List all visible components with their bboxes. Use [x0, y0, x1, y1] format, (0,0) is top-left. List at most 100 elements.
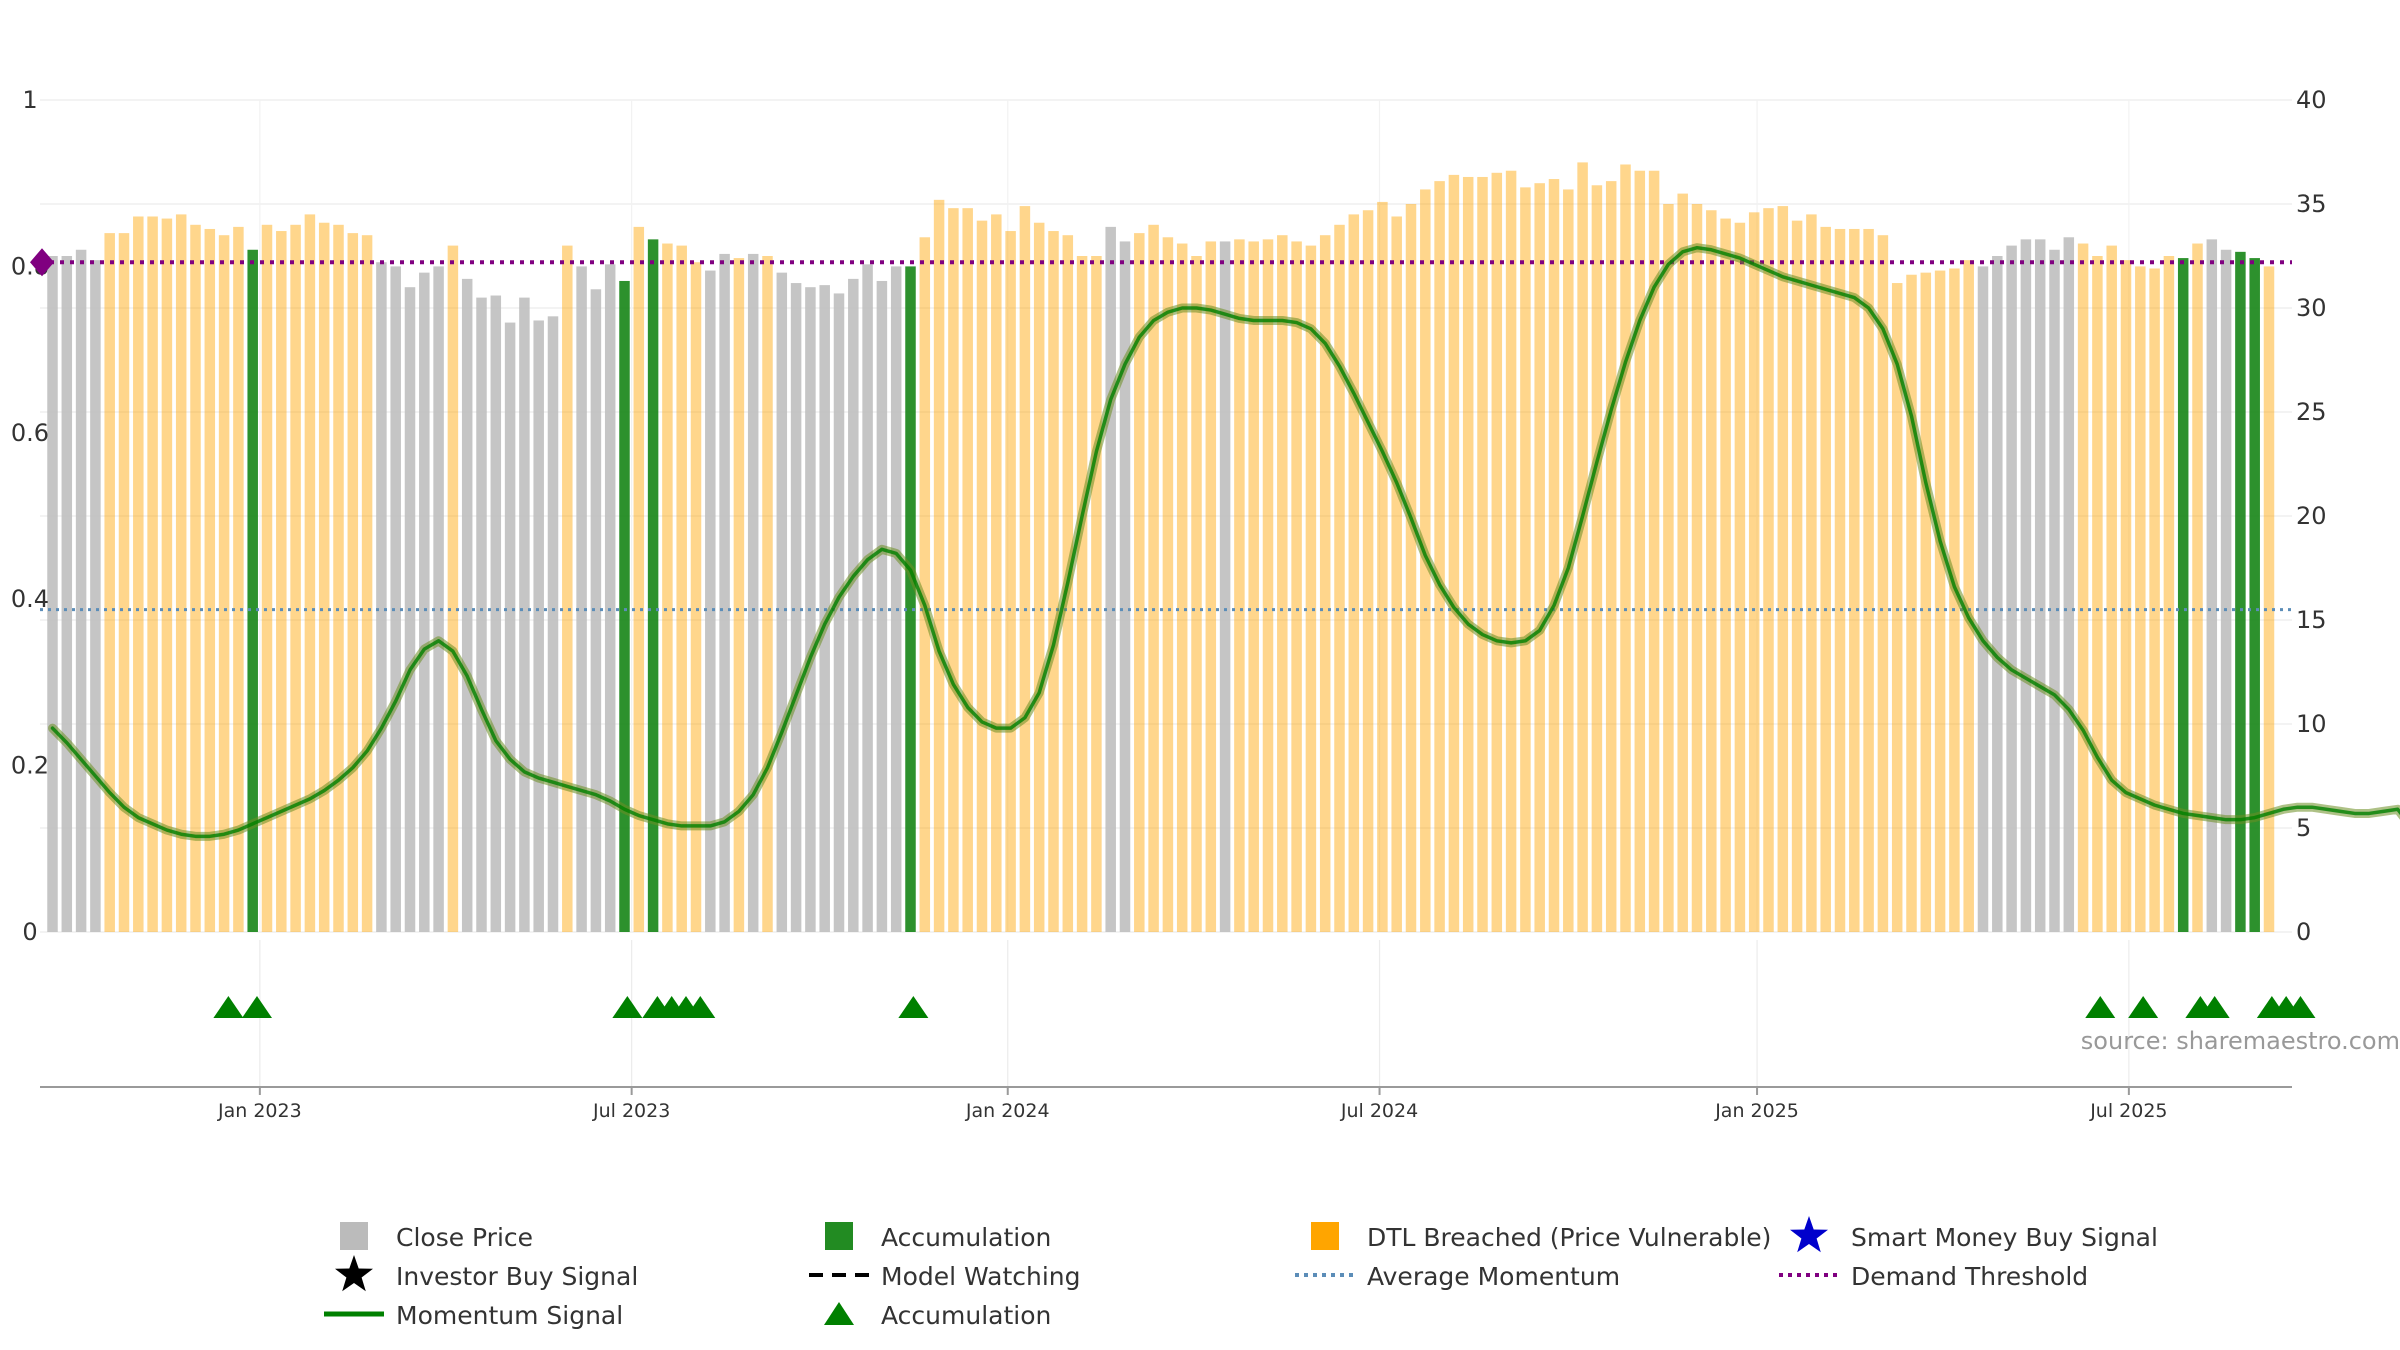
legend-label: Accumulation — [881, 1301, 1051, 1330]
close-price-bar — [376, 262, 387, 932]
close-price-bar — [876, 280, 888, 933]
legend: Close Price Accumulation DTL Breached (Pri… — [324, 1216, 2158, 1330]
dtl-breached-bar — [1048, 231, 1059, 933]
close-price-bar — [1977, 266, 1989, 932]
dtl-breached-bar — [1877, 235, 1889, 932]
close-price-bar — [747, 253, 759, 933]
dtl-breached-bar — [1305, 245, 1317, 933]
dtl-breached-bar — [976, 220, 988, 932]
dtl-breached-bar — [333, 224, 344, 933]
left-axis-tick-label: 0 — [22, 918, 37, 946]
dtl-breached-bar — [1806, 214, 1817, 932]
demand-threshold-start-marker — [30, 248, 54, 277]
dtl-breached-bar — [991, 214, 1002, 932]
dtl-breached-bar — [1548, 179, 1560, 933]
dtl-breached-bar — [261, 224, 273, 933]
dtl-breached-bar — [1248, 241, 1259, 932]
dtl-breached-bar — [304, 214, 316, 932]
source-label: source: sharemaestro.com — [2081, 1027, 2400, 1055]
x-axis-tick-label: Jan 2023 — [217, 1100, 302, 1122]
left-axis-tick-label: 1 — [22, 86, 37, 114]
legend-label: Momentum Signal — [396, 1301, 623, 1330]
close-price-bar — [719, 253, 730, 933]
legend-item-investor: Investor Buy Signal — [335, 1255, 638, 1292]
legend-label: Smart Money Buy Signal — [1851, 1223, 2158, 1252]
dtl-breached-bar — [1205, 241, 1217, 932]
left-axis-tick-label: 0.6 — [11, 419, 49, 447]
dtl-breached-bar — [1148, 224, 1159, 933]
close-price-bar — [1219, 241, 1231, 932]
accumulation-triangle-marker — [2285, 996, 2316, 1018]
dtl-breached-bar — [948, 208, 959, 932]
legend-triangle-accumulation-icon — [824, 1302, 854, 1325]
dtl-breached-bar — [1849, 228, 1860, 932]
legend-item-momentum: Momentum Signal — [324, 1301, 623, 1330]
dtl-breached-bar — [175, 214, 187, 932]
accumulation-bar — [2249, 258, 2260, 933]
dtl-breached-bar — [562, 245, 573, 933]
dtl-breached-bar — [1791, 220, 1803, 932]
legend-item-accum_tri: Accumulation — [824, 1301, 1051, 1330]
close-price-bar — [590, 289, 602, 932]
dtl-breached-bar — [1834, 228, 1846, 932]
dtl-breached-bar — [1891, 283, 1903, 932]
dtl-breached-bar — [1720, 218, 1731, 932]
accumulation-bar — [2235, 251, 2246, 933]
close-price-bar — [533, 320, 544, 933]
dtl-breached-bar — [690, 262, 702, 932]
dtl-breached-bar — [1234, 239, 1245, 933]
dtl-breached-bar — [1748, 212, 1760, 932]
close-price-bar — [47, 256, 58, 932]
dtl-breached-bar — [1191, 256, 1202, 932]
dtl-breached-bar — [1663, 204, 1674, 932]
accumulation-bar — [247, 249, 258, 932]
close-price-bar — [576, 266, 587, 932]
dtl-breached-bar — [1591, 185, 1603, 932]
dtl-breached-bar — [318, 222, 330, 933]
dtl-breached-bar — [676, 245, 687, 933]
dtl-breached-bar — [1377, 201, 1388, 933]
dtl-breached-bar — [1820, 226, 1831, 932]
dtl-breached-bar — [2077, 243, 2089, 932]
dtl-breached-bar — [147, 216, 158, 933]
close-price-bar — [2220, 249, 2232, 932]
dtl-breached-bar — [762, 256, 773, 932]
close-price-bar — [833, 293, 845, 932]
dtl-breached-bar — [933, 199, 945, 933]
legend-label: Average Momentum — [1367, 1262, 1620, 1291]
dtl-breached-bar — [2192, 243, 2203, 932]
accumulation-bar — [619, 280, 630, 933]
dtl-breached-bar — [1634, 170, 1646, 933]
dtl-breached-bar — [104, 233, 115, 932]
close-price-bar — [1992, 256, 2003, 932]
dtl-breached-bar — [1434, 181, 1445, 932]
right-axis-tick-label: 15 — [2296, 606, 2327, 634]
legend-label: Accumulation — [881, 1223, 1051, 1252]
left-axis-tick-label: 0.4 — [11, 585, 49, 613]
accumulation-bar — [647, 239, 659, 933]
accumulation-triangle-marker — [2128, 996, 2159, 1018]
close-price-bar — [490, 295, 502, 932]
dtl-breached-bar — [233, 226, 244, 932]
legend-item-smart: Smart Money Buy Signal — [1790, 1216, 2158, 1253]
legend-item-accum_bar: Accumulation — [825, 1222, 1051, 1252]
close-price-bar — [519, 297, 530, 933]
dtl-breached-bar — [1920, 272, 1932, 932]
close-price-bar — [2063, 237, 2075, 932]
dtl-breached-bar — [276, 231, 287, 933]
dtl-breached-bar — [161, 218, 173, 932]
dtl-breached-bar — [1648, 170, 1660, 933]
legend-item-watching: Model Watching — [809, 1262, 1081, 1291]
accumulation-triangle-marker — [241, 996, 272, 1018]
dtl-breached-bar — [447, 245, 459, 933]
legend-star-investor-icon — [335, 1255, 373, 1292]
right-axis-tick-label: 5 — [2296, 814, 2311, 842]
accumulation-bar — [905, 266, 916, 932]
dtl-breached-bar — [1091, 256, 1102, 932]
dtl-breached-bar — [2092, 256, 2103, 932]
x-axis-tick-label: Jan 2025 — [1714, 1100, 1799, 1122]
close-price-bar — [2006, 245, 2017, 933]
dtl-breached-bar — [1348, 214, 1360, 932]
